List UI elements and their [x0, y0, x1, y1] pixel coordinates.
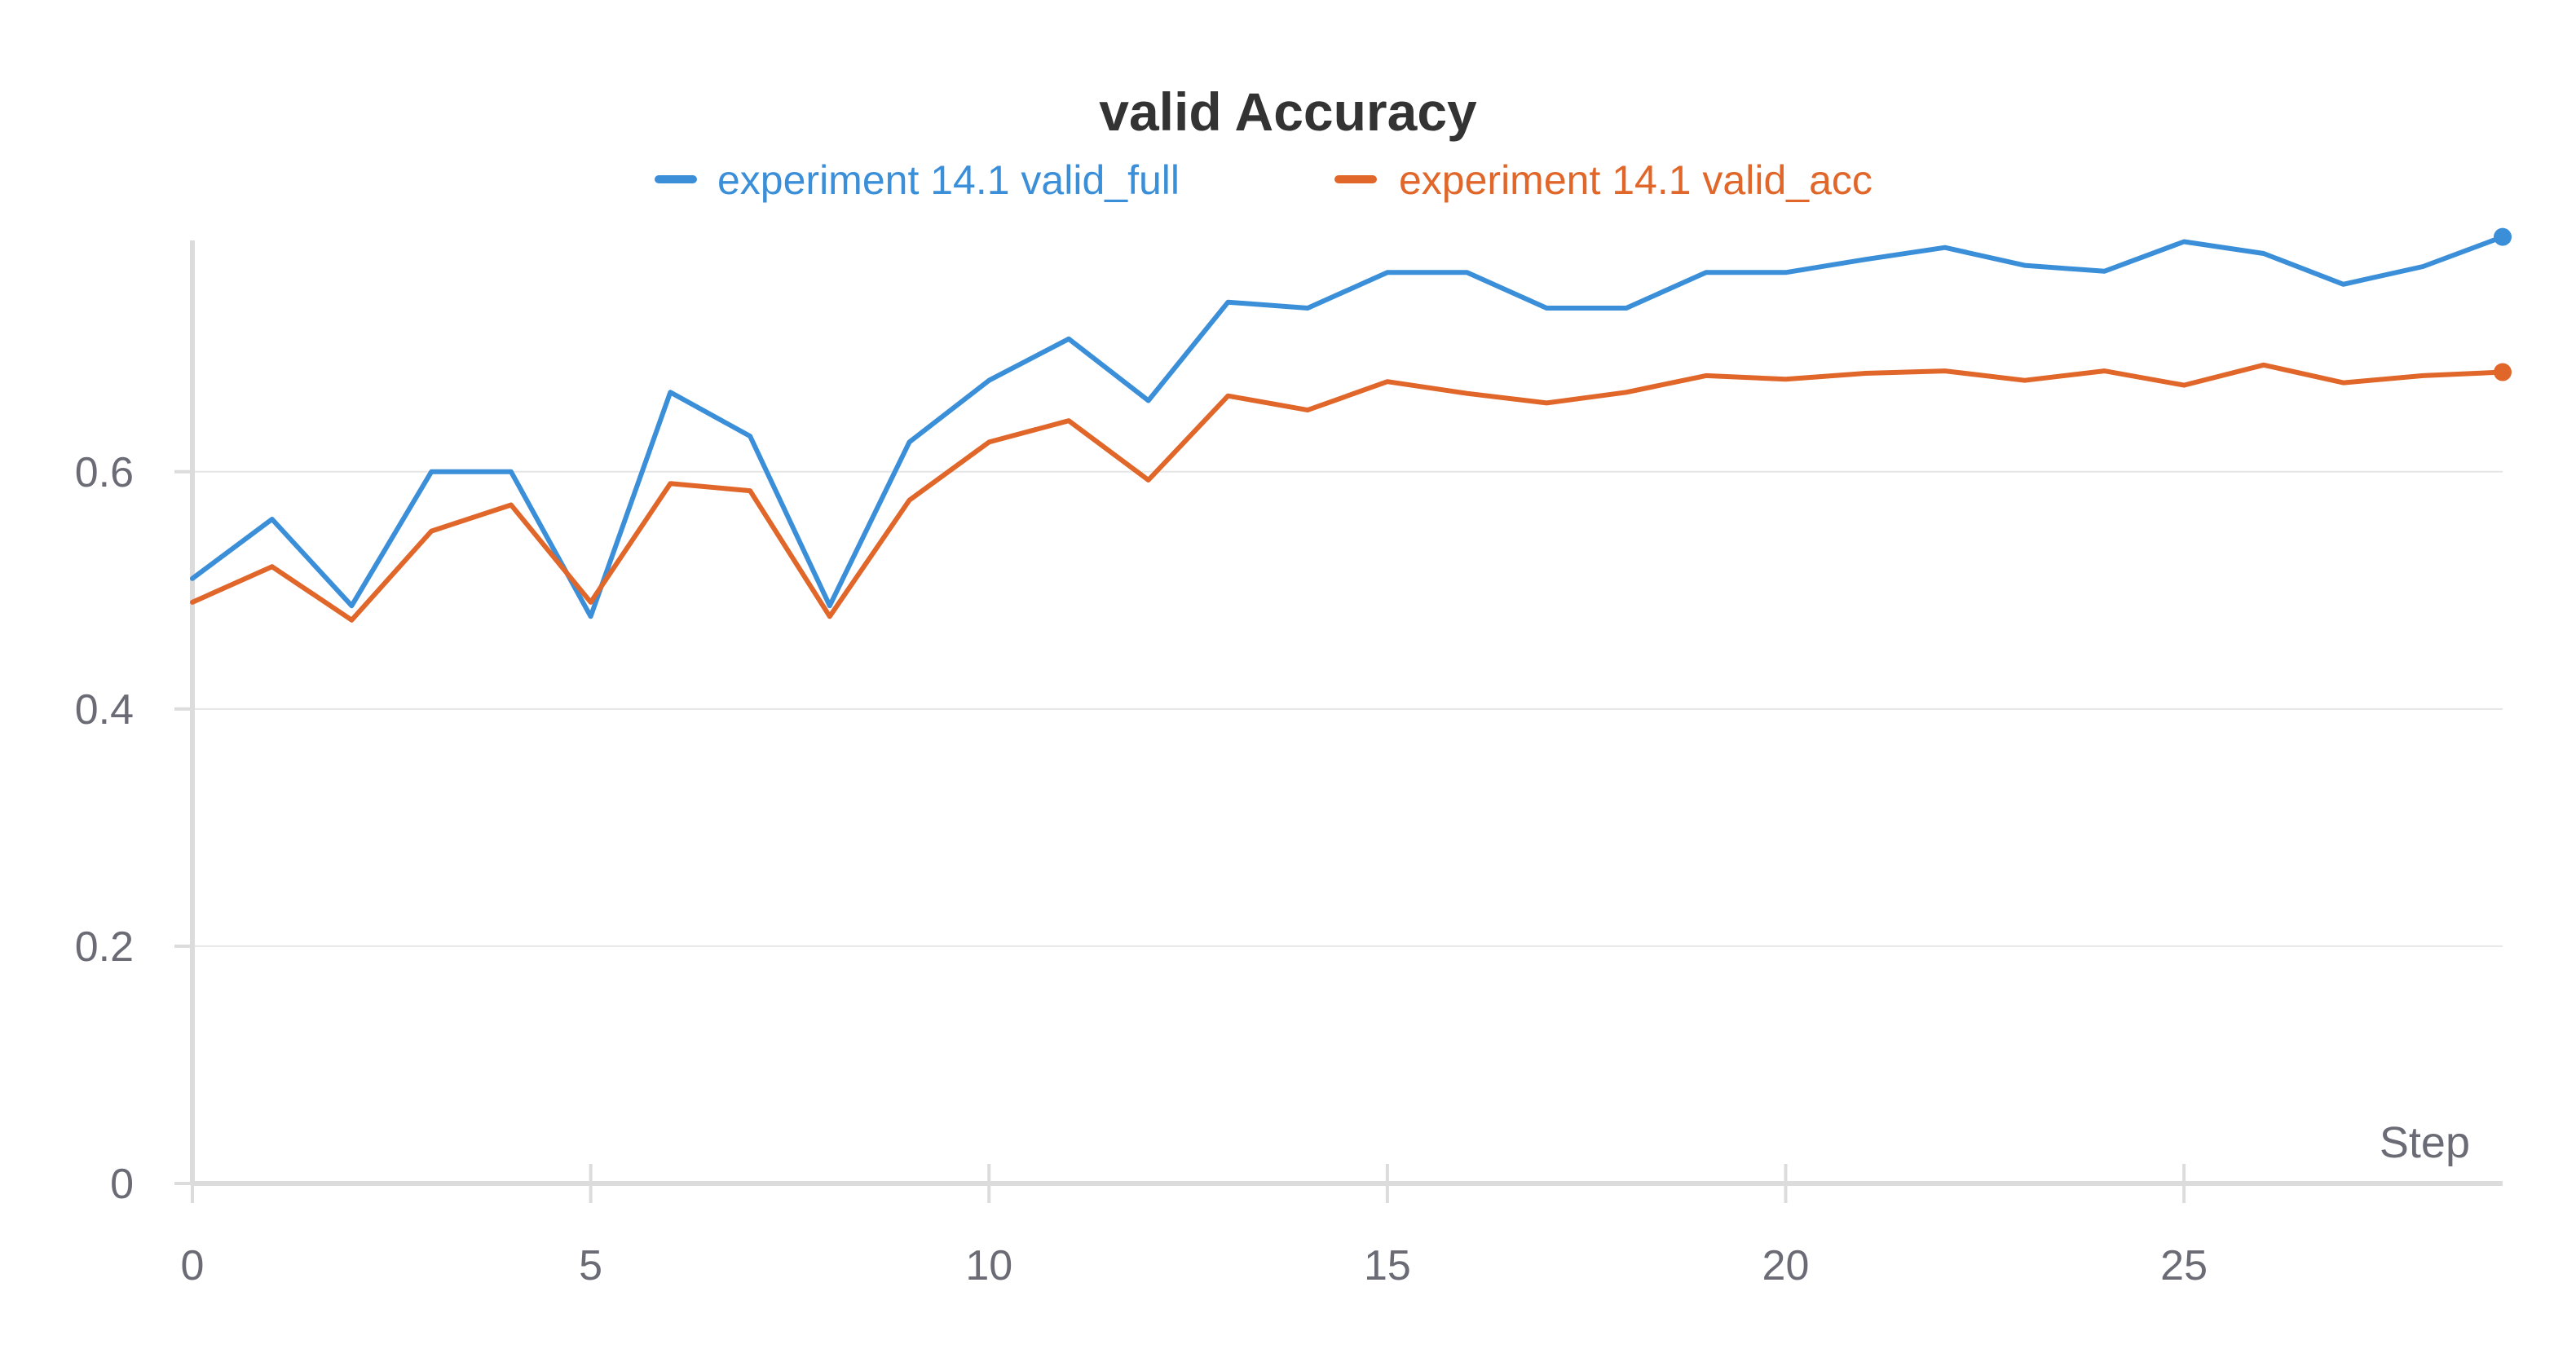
y-tick-label: 0.4 [75, 686, 134, 734]
legend: experiment 14.1 valid_full experiment 14… [655, 157, 1872, 203]
x-tick-label: 25 [2160, 1242, 2208, 1289]
series-layer [190, 227, 2512, 623]
x-tick-label: 10 [965, 1242, 1012, 1289]
y-tick-label: 0.2 [75, 923, 134, 971]
y-tick-label: 0 [110, 1161, 134, 1208]
legend-label-valid-full: experiment 14.1 valid_full [717, 157, 1180, 203]
legend-label-valid-acc: experiment 14.1 valid_acc [1399, 157, 1872, 203]
x-axis-label: Step [2380, 1118, 2470, 1167]
chart-title: valid Accuracy [1099, 82, 1477, 142]
x-tick-label: 15 [1364, 1242, 1411, 1289]
series-line-valid-full [190, 234, 2505, 619]
series-line-valid-acc [190, 362, 2505, 623]
axes-layer: 0 0.2 0.4 0.6 0 5 10 15 20 25 [75, 240, 2503, 1289]
y-tick-label: 0.6 [75, 449, 134, 496]
series-end-point-valid-full [2494, 227, 2512, 246]
x-tick-label: 5 [579, 1242, 602, 1289]
grid-layer [192, 470, 2503, 947]
series-end-point-valid-acc [2494, 363, 2512, 381]
x-tick-label: 20 [1762, 1242, 1810, 1289]
x-tick-label: 0 [181, 1242, 205, 1289]
